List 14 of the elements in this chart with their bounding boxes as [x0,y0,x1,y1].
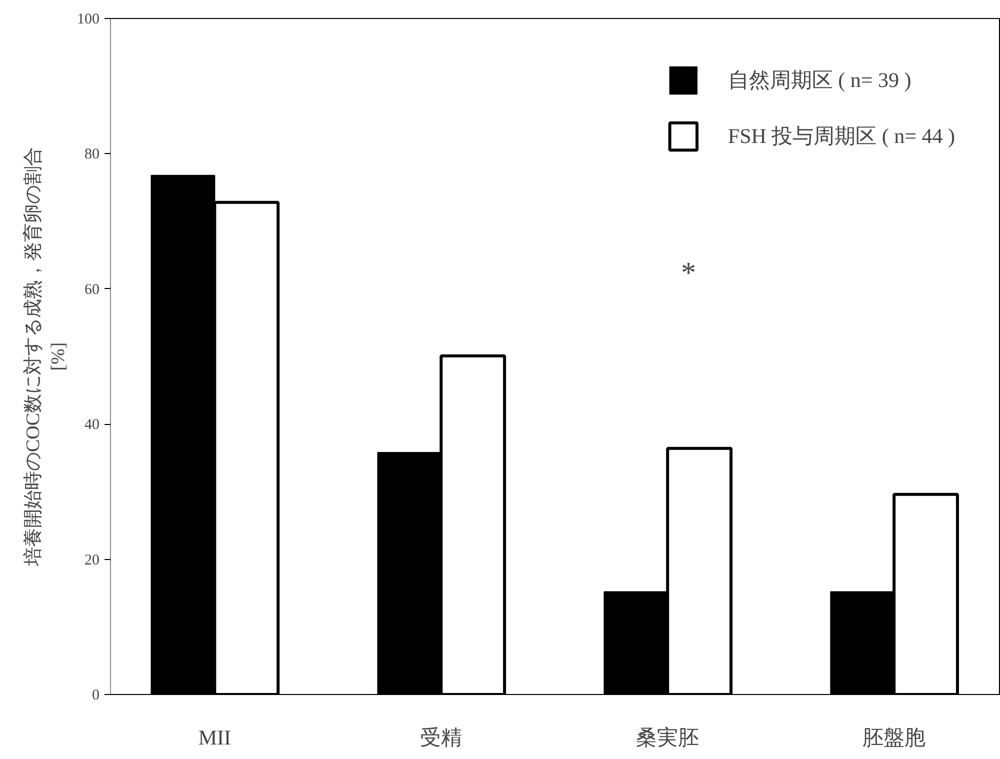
x-tick-label: MII [198,726,232,750]
legend-label: FSH 投与周期区 ( n= 44 ) [728,123,955,150]
y-tick-label: 100 [77,12,100,28]
annotation: * [681,256,696,290]
x-tick-label: 胚盤胞 [862,726,926,750]
y-tick-label: 40 [84,417,100,434]
y-tick-label: 80 [84,146,100,163]
x-tick-label: 受精 [420,726,462,750]
y-tick-label: 60 [84,282,100,298]
y-axis-title: 培養開始時のCOC数に対する成熟，発育卵の割合 [%] [22,146,69,568]
x-tick-label: 桑実胚 [636,726,700,750]
y-tick-label: 20 [84,552,100,568]
legend-label: 自然周期区 ( n= 39 ) [728,67,912,94]
y-tick-label: 0 [92,688,100,704]
